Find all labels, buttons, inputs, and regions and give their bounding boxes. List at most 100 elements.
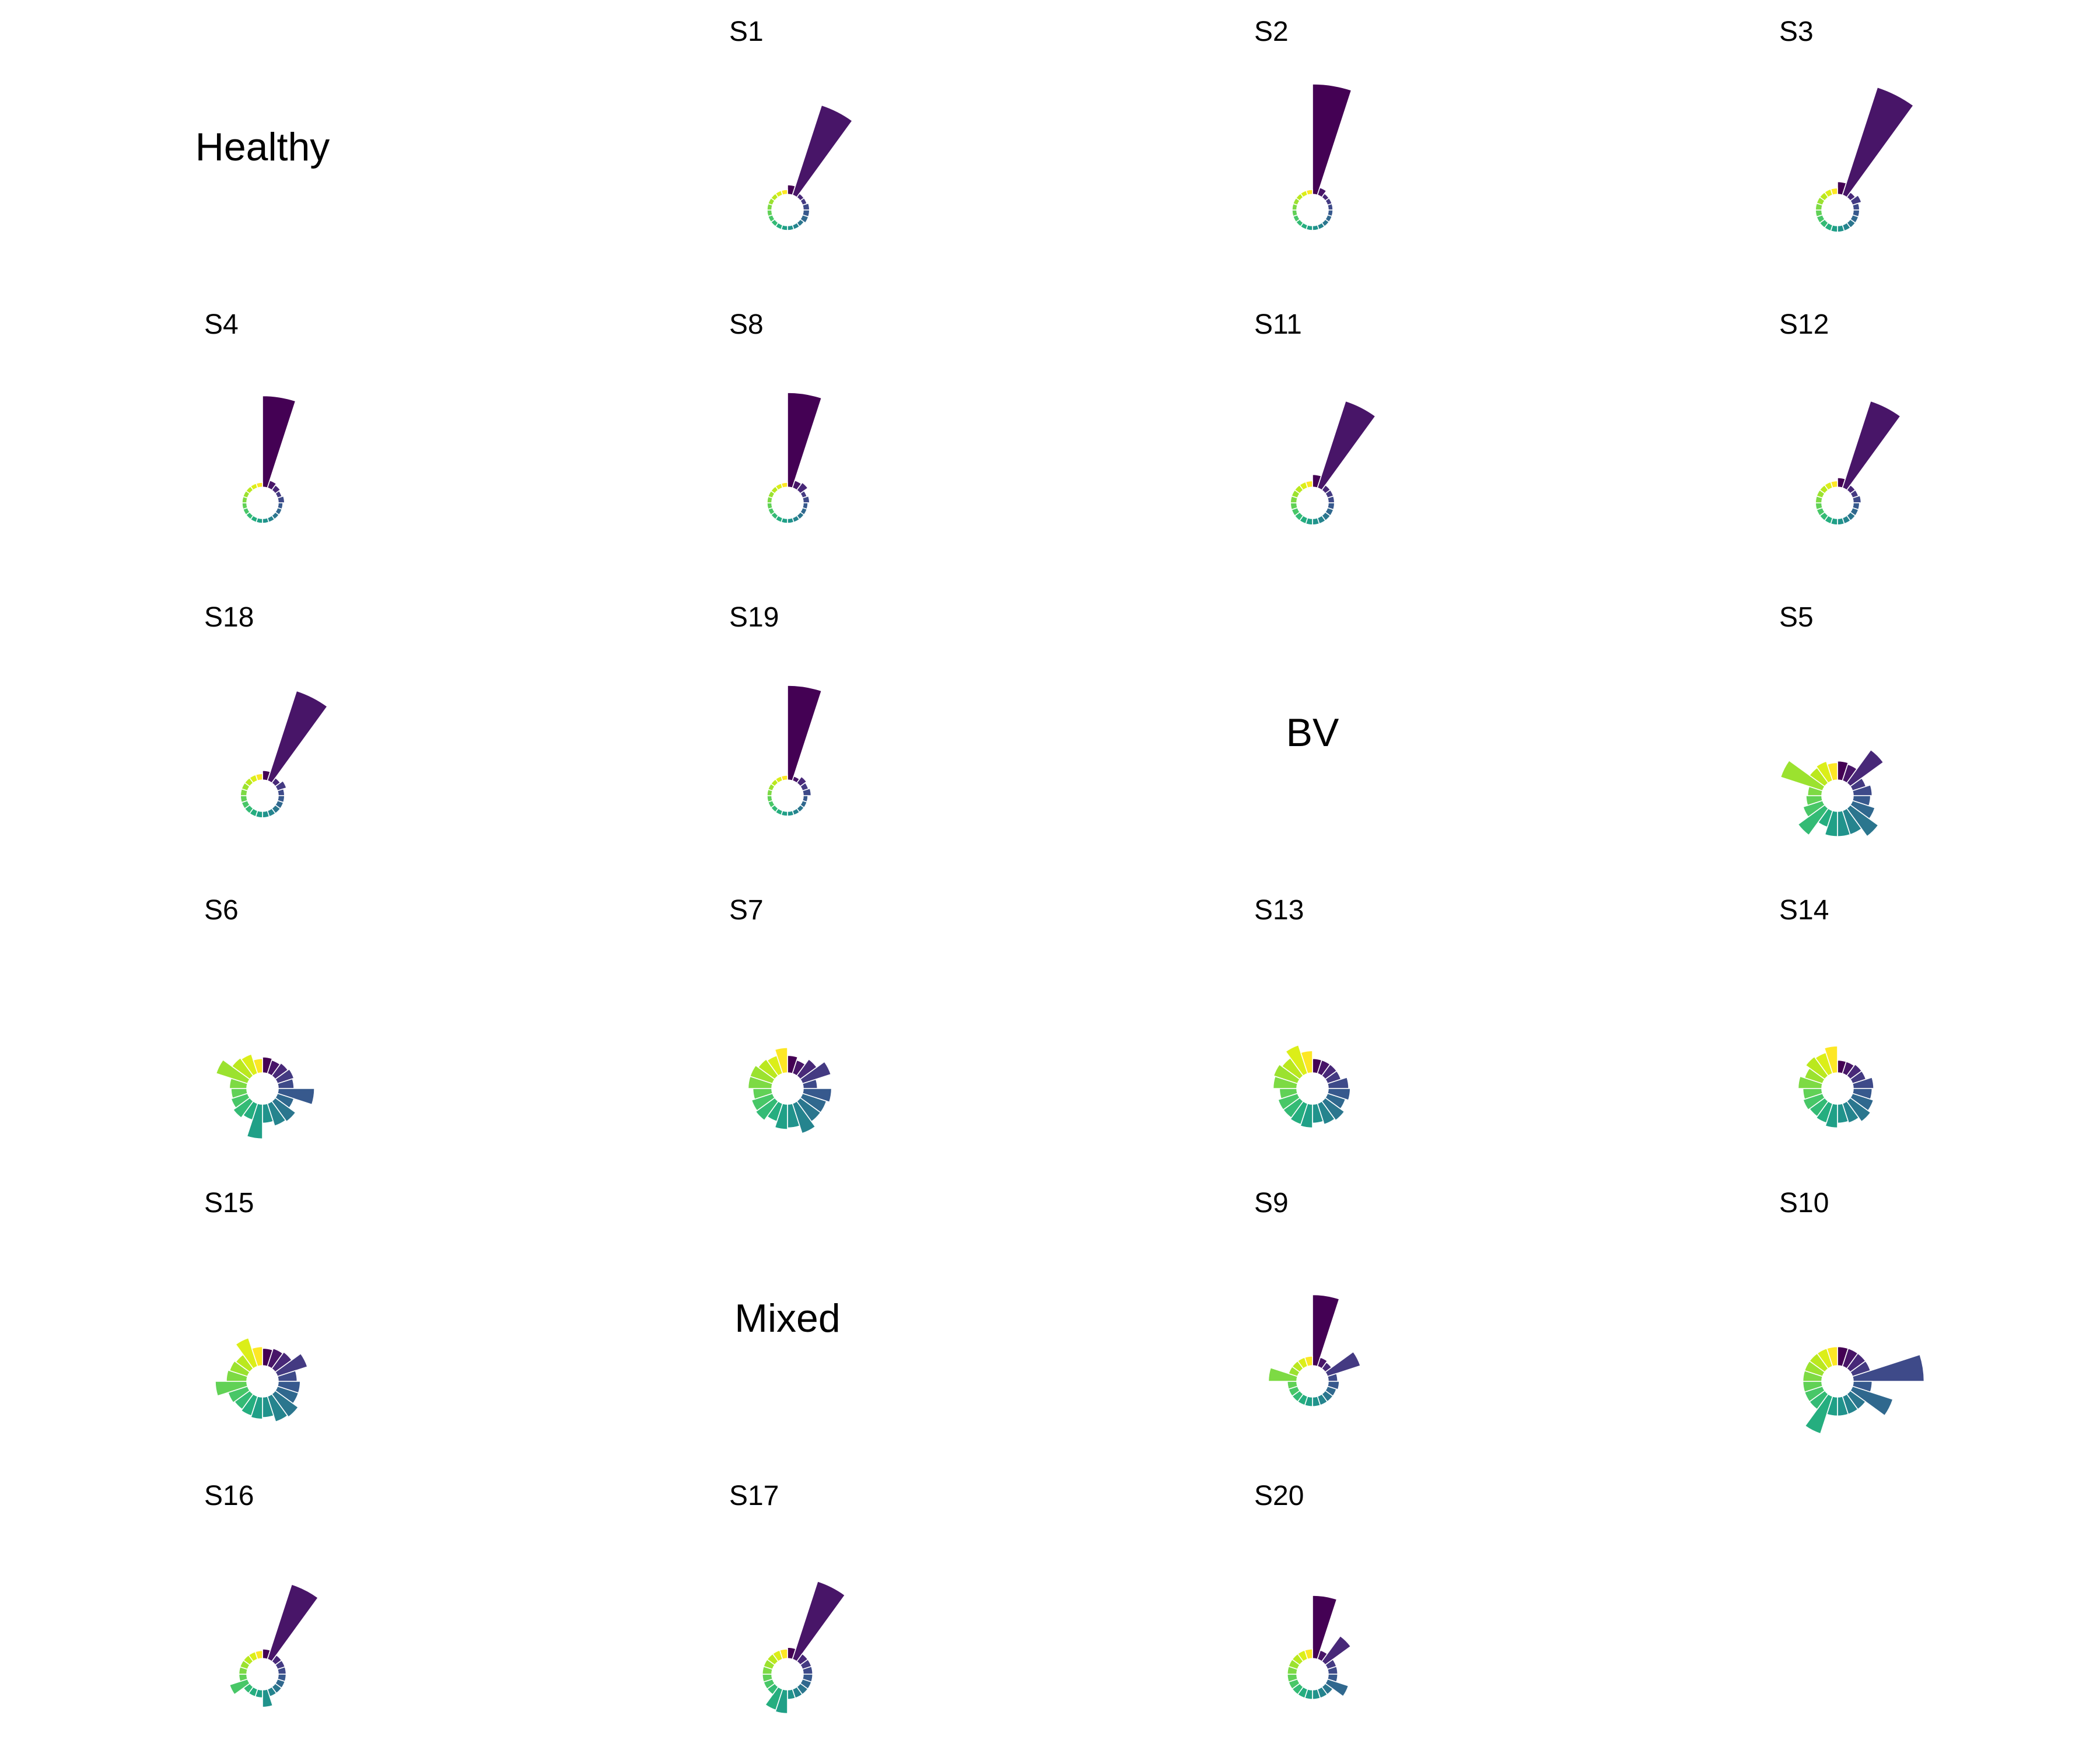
polar-bar <box>262 395 296 489</box>
panel-title: S16 <box>204 1480 254 1511</box>
polar-bar <box>262 1056 273 1074</box>
polar-bar <box>1852 1354 1925 1382</box>
polar-bar <box>1815 760 1833 784</box>
polar-bar <box>1326 1381 1340 1391</box>
polar-bar <box>232 1097 254 1119</box>
polar-bar <box>780 189 788 196</box>
panel-title: S10 <box>1779 1188 1829 1219</box>
panel-s4: S4 <box>204 309 296 524</box>
polar-bar <box>792 104 853 198</box>
panel-s5: S5 <box>1779 602 1884 838</box>
panels-layer: S1 S2 S3 S4 S8 S11 S12 S18 S19 S5 S6 S7 S13 S14 S15 S9 S… <box>204 16 1925 1714</box>
polar-bar <box>766 209 774 217</box>
polar-bar <box>254 1650 263 1660</box>
polar-bar <box>787 1055 799 1074</box>
polar-bar <box>1852 1076 1874 1089</box>
polar-bar <box>1805 1056 1829 1080</box>
polar-bar <box>1326 203 1334 211</box>
polar-bar <box>1312 1294 1340 1367</box>
panel-s13: S13 <box>1254 895 1351 1129</box>
group-label-mixed: Mixed <box>734 1296 840 1340</box>
polar-bar <box>276 1088 315 1105</box>
polar-bar <box>1292 209 1298 217</box>
panel-s3: S3 <box>1779 16 1915 233</box>
polar-bar <box>1268 1367 1298 1382</box>
polar-bar <box>1317 1356 1328 1370</box>
panel-s20: S20 <box>1254 1480 1352 1700</box>
polar-bar <box>1804 1393 1833 1434</box>
polar-bar <box>792 1580 846 1662</box>
panel-title: S6 <box>204 895 239 926</box>
panel-s18: S18 <box>204 602 328 818</box>
group-labels-layer: Healthy BV Mixed <box>195 125 1339 1340</box>
polar-bar <box>1317 1100 1336 1125</box>
polar-bar <box>1842 400 1902 491</box>
polar-bar <box>255 773 263 782</box>
polar-bar <box>774 1102 788 1130</box>
panel-title: S7 <box>729 895 764 926</box>
polar-bar <box>1815 1100 1833 1124</box>
panel-s1: S1 <box>729 16 853 231</box>
polar-bar <box>215 1381 249 1397</box>
polar-bar <box>267 1100 286 1127</box>
panel-title: S17 <box>729 1480 779 1511</box>
polar-bar <box>1321 1635 1352 1666</box>
polar-bar <box>1826 1346 1838 1367</box>
panel-s2: S2 <box>1254 16 1352 231</box>
polar-bar <box>231 1057 254 1080</box>
polar-bar <box>787 517 794 524</box>
polar-bar <box>1780 760 1826 792</box>
polar-bar <box>251 1346 263 1367</box>
polar-bar <box>766 502 774 510</box>
polar-bar <box>1304 1355 1313 1367</box>
polar-bar <box>226 1369 249 1382</box>
panel-title: S18 <box>204 602 254 633</box>
panel-s9: S9 <box>1254 1188 1362 1408</box>
polar-bar <box>1802 800 1826 818</box>
polar-bar <box>764 1686 783 1711</box>
polar-bar <box>274 1068 295 1084</box>
polar-bar <box>802 1088 832 1103</box>
polar-bar <box>774 1046 788 1074</box>
polar-bar <box>1797 804 1829 836</box>
polar-bar <box>1846 804 1880 838</box>
polar-bar <box>1305 480 1313 489</box>
panel-title: S3 <box>1779 16 1814 47</box>
polar-bar <box>1300 1102 1313 1129</box>
polar-bar <box>796 481 809 495</box>
polar-bar <box>229 1678 251 1696</box>
panel-title: S20 <box>1254 1480 1304 1511</box>
polar-bar <box>1317 187 1327 198</box>
polar-bar <box>1852 495 1862 503</box>
polar-bar <box>799 1060 832 1084</box>
polar-bar <box>1830 480 1838 489</box>
polar-bar <box>1802 1093 1826 1111</box>
polar-bar <box>274 1353 309 1377</box>
polar-bar <box>262 517 270 524</box>
polar-bar <box>240 1053 258 1077</box>
polar-bar <box>1846 749 1884 788</box>
polar-bar <box>229 1360 251 1377</box>
panel-s6: S6 <box>204 895 315 1140</box>
polar-bar <box>787 810 794 817</box>
panel-s8: S8 <box>729 309 822 524</box>
polar-bar <box>276 495 285 503</box>
polar-bar <box>1277 1093 1301 1111</box>
polar-bar <box>1326 1088 1351 1101</box>
polar-bar <box>1284 1044 1308 1077</box>
polar-bar <box>215 1059 251 1084</box>
polar-bar <box>787 224 794 231</box>
panel-s7: S7 <box>729 895 832 1135</box>
panel-s14: S14 <box>1779 895 1874 1129</box>
polar-bar <box>1852 784 1873 796</box>
polar-bar <box>1824 1045 1838 1074</box>
group-label-bv: BV <box>1286 710 1339 755</box>
polar-bar <box>1312 224 1320 231</box>
polar-bar <box>267 690 328 784</box>
panel-s11: S11 <box>1254 309 1377 526</box>
polar-bar <box>1830 187 1838 196</box>
polar-bar <box>766 795 774 803</box>
polar-bar <box>1289 1100 1308 1125</box>
polar-bar <box>802 495 810 503</box>
